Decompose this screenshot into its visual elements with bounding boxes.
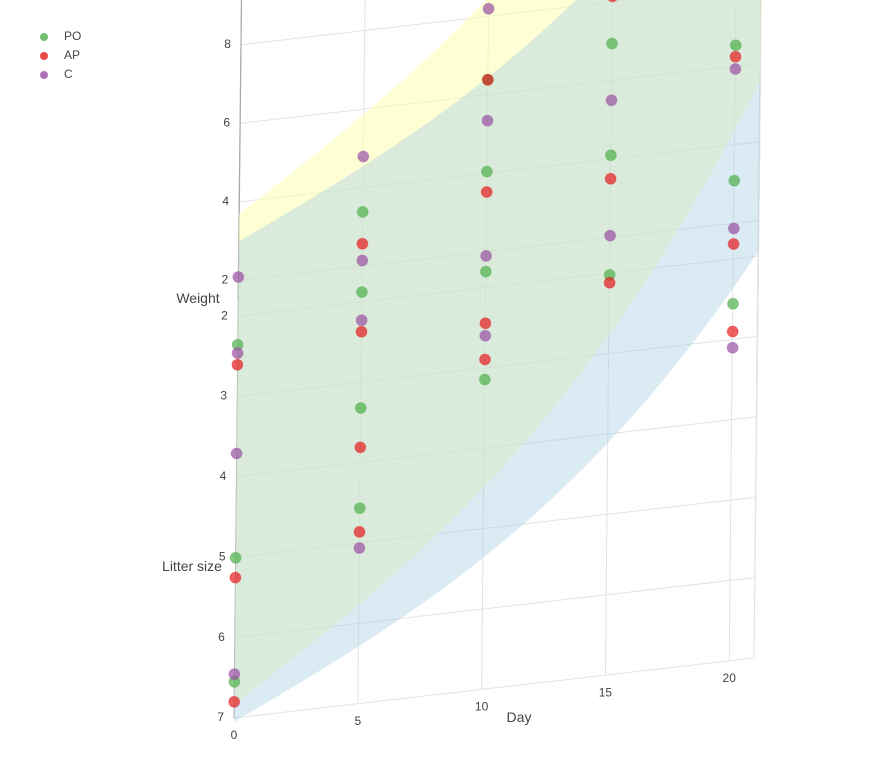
z-tick-label: 8 [224, 37, 231, 51]
data-point-ap[interactable] [604, 172, 617, 185]
data-point-ap[interactable] [356, 237, 369, 250]
z-tick-label: 2 [222, 273, 229, 287]
legend-label: C [64, 67, 73, 81]
axis-edge [237, 0, 242, 301]
data-point-ap[interactable] [231, 358, 244, 371]
fit-surface [233, 0, 762, 722]
data-point-po[interactable] [356, 205, 369, 218]
data-point-c[interactable] [481, 114, 494, 127]
z-axis-title: Weight [176, 290, 219, 306]
axis-titles: Day Litter size Weight [162, 290, 531, 725]
data-point-ap[interactable] [355, 325, 368, 338]
data-point-c[interactable] [604, 229, 617, 242]
data-point-po[interactable] [229, 551, 242, 564]
x-tick-label: 5 [354, 714, 361, 728]
y-tick-label: 3 [220, 389, 227, 403]
data-point-ap[interactable] [726, 325, 739, 338]
x-tick-label: 10 [475, 700, 489, 714]
data-point-c[interactable] [230, 447, 243, 460]
data-point-po[interactable] [727, 297, 739, 310]
data-point-c[interactable] [480, 249, 493, 262]
x-tick-label: 0 [231, 728, 238, 742]
y-tick-label: 7 [217, 710, 224, 724]
legend-label: PO [64, 29, 81, 43]
y-tick-label: 2 [221, 308, 228, 322]
z-tick-label: 4 [222, 194, 229, 208]
data-point-ap[interactable] [727, 238, 740, 250]
data-point-po[interactable] [606, 37, 618, 50]
data-point-c[interactable] [726, 341, 739, 354]
data-point-c[interactable] [231, 347, 244, 360]
data-point-c[interactable] [353, 542, 366, 554]
data-point-po[interactable] [355, 286, 368, 299]
data-point-c[interactable] [727, 222, 740, 235]
y-tick-label: 6 [218, 630, 225, 644]
data-point-c[interactable] [356, 254, 369, 267]
surface-layer [233, 0, 762, 722]
floor-gridline [728, 242, 734, 661]
data-point-c[interactable] [605, 94, 618, 107]
data-point-c[interactable] [355, 314, 368, 327]
data-point-po[interactable] [354, 402, 367, 414]
data-point-po[interactable] [728, 174, 741, 187]
y-tick-label: 5 [219, 549, 226, 563]
fit-surface [234, 0, 762, 705]
data-point-ap[interactable] [353, 525, 366, 538]
data-point-c[interactable] [357, 150, 370, 163]
data-point-po[interactable] [604, 149, 617, 162]
x-tick-label: 20 [723, 671, 737, 685]
y-axis-title: Litter size [162, 558, 222, 574]
data-point-po[interactable] [480, 165, 493, 178]
data-point-c[interactable] [479, 329, 492, 342]
legend-marker [40, 71, 48, 79]
side-wall-gridline [759, 0, 762, 168]
x-tick-label: 15 [599, 685, 613, 699]
data-point-po[interactable] [478, 373, 491, 386]
ticks-layer: 051015202345672468101214 [217, 37, 737, 742]
data-point-po[interactable] [479, 265, 492, 278]
data-point-ap[interactable] [479, 317, 492, 330]
data-point-ap[interactable] [607, 0, 618, 3]
data-point-c[interactable] [228, 668, 241, 681]
back-wall-gridline [732, 0, 737, 243]
data-point-c[interactable] [482, 2, 495, 15]
x-axis-title: Day [507, 709, 532, 725]
data-point-ap[interactable] [354, 441, 367, 454]
points-layer[interactable] [228, 0, 743, 708]
data-point-ap[interactable] [228, 695, 241, 708]
data-point-ap[interactable] [481, 73, 494, 86]
y-tick-label: 4 [220, 469, 227, 483]
data-point-c[interactable] [729, 63, 742, 75]
data-point-ap[interactable] [603, 276, 616, 289]
data-point-ap[interactable] [480, 186, 493, 198]
legend-marker [40, 52, 48, 60]
data-point-ap[interactable] [479, 353, 491, 366]
legend-label: AP [64, 48, 80, 62]
z-tick-label: 6 [223, 115, 230, 129]
data-point-ap[interactable] [229, 571, 242, 584]
data-point-c[interactable] [232, 271, 245, 283]
data-point-po[interactable] [353, 502, 366, 515]
data-point-ap[interactable] [729, 50, 742, 63]
legend: PO AP C [40, 29, 81, 81]
data-point-po[interactable] [729, 39, 742, 52]
legend-marker [40, 33, 48, 41]
floor-gridline [233, 657, 755, 719]
